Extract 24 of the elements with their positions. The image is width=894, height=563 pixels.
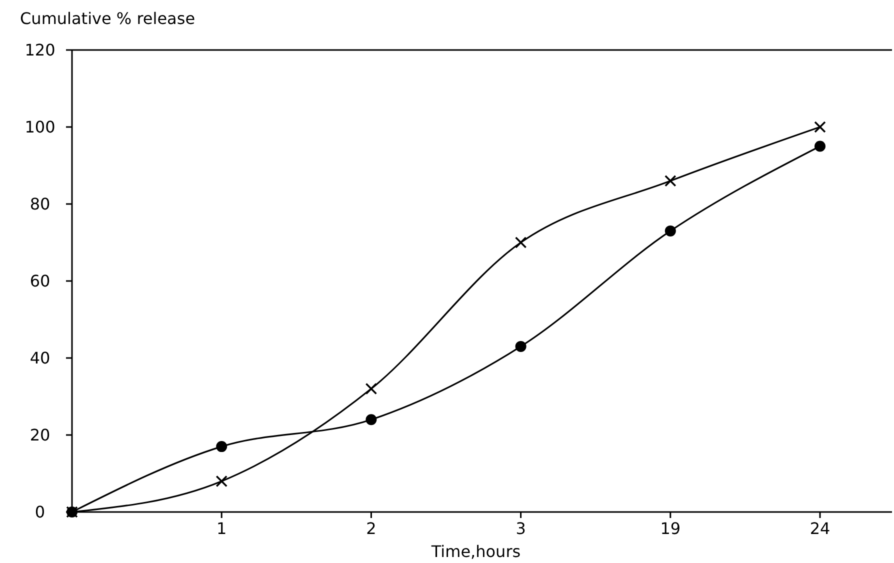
point	[664, 225, 676, 236]
point	[515, 340, 526, 352]
x-tick-label: 24	[810, 519, 830, 538]
point	[514, 236, 527, 248]
y-tick-label: 40	[30, 348, 50, 368]
point	[366, 414, 377, 426]
y-tick-label: 0	[34, 502, 46, 522]
y-axis-title: Cumulative % release	[20, 9, 196, 28]
point	[216, 441, 228, 452]
x-tick-label: 1	[216, 519, 227, 538]
point	[814, 140, 826, 152]
point	[365, 382, 378, 395]
y-tick-label: 120	[24, 40, 56, 60]
y-tick-label: 60	[30, 272, 50, 291]
x-tick-label: 19	[660, 519, 681, 538]
point	[814, 121, 826, 133]
y-tick-label: 20	[30, 426, 50, 445]
x-axis-title: Time,hours	[430, 542, 521, 561]
x-tick-label: 2	[366, 519, 376, 538]
x-tick-label: 3	[516, 519, 526, 538]
y-tick-label: 80	[30, 194, 50, 214]
point	[664, 175, 676, 187]
point	[216, 475, 228, 488]
y-tick-label: 100	[24, 118, 56, 137]
